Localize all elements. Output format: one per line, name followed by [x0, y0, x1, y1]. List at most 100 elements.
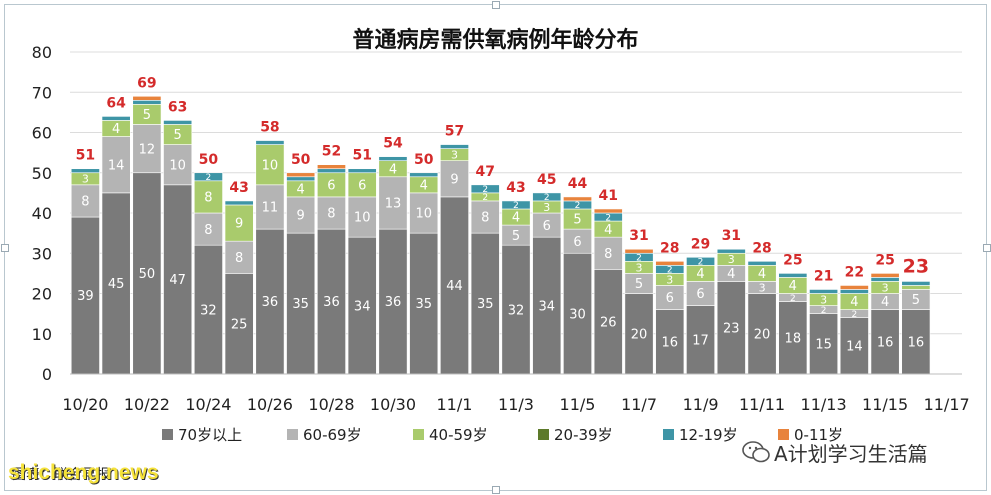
- legend-label: 70岁以上: [178, 426, 242, 444]
- data-label: 35: [292, 297, 309, 312]
- bar-segment: [163, 144, 193, 186]
- data-label: 5: [573, 213, 581, 228]
- total-label: 43: [229, 180, 248, 196]
- x-tick-label: 10/28: [308, 395, 354, 414]
- data-label: 47: [169, 273, 186, 288]
- bar-segment: [747, 293, 777, 375]
- bar-segment: [809, 313, 839, 375]
- bar-segment: [839, 289, 869, 294]
- total-label: 51: [76, 148, 95, 164]
- data-label: 10: [262, 158, 279, 173]
- data-label: 2: [790, 294, 796, 304]
- data-label: 2: [482, 185, 488, 195]
- bar-segment: [839, 317, 869, 375]
- bar-segment: [655, 309, 685, 375]
- chart-caption: 图表：联合早报: [12, 467, 110, 483]
- total-label: 45: [537, 172, 556, 188]
- data-label: 6: [573, 235, 581, 250]
- data-label: 3: [759, 281, 766, 294]
- data-label: 8: [604, 247, 612, 262]
- total-label: 28: [660, 240, 679, 256]
- site-watermark: shicheng.news: [8, 461, 159, 484]
- bar-segment: [716, 281, 746, 375]
- y-tick-label: 20: [32, 285, 52, 304]
- data-label: 26: [600, 315, 617, 330]
- y-tick-label: 30: [32, 244, 52, 263]
- bar-segment: [316, 172, 346, 198]
- bar-segment: [563, 196, 592, 202]
- bar-segment: [593, 208, 623, 214]
- legend-label: 12-19岁: [679, 426, 738, 444]
- data-label: 30: [569, 307, 586, 322]
- y-tick-label: 10: [32, 325, 52, 344]
- data-label: 34: [538, 299, 555, 314]
- bar-segment: [624, 248, 654, 254]
- data-label: 23: [723, 321, 740, 336]
- x-tick-label: 11/5: [560, 395, 596, 414]
- legend-swatch: [162, 429, 173, 440]
- total-label: 51: [352, 148, 371, 164]
- data-label: 35: [415, 297, 432, 312]
- x-tick-label: 10/26: [247, 395, 293, 414]
- data-label: 9: [450, 172, 458, 187]
- total-label: 21: [814, 268, 833, 284]
- data-label: 3: [543, 201, 550, 214]
- total-label: 63: [168, 99, 187, 115]
- data-label: 12: [139, 142, 156, 157]
- bar-segment: [593, 269, 623, 375]
- total-label: 31: [722, 228, 741, 244]
- total-label: 54: [383, 136, 403, 152]
- bar-segment: [224, 273, 254, 375]
- data-label: 4: [789, 279, 797, 294]
- bar-segment: [901, 285, 931, 290]
- bar-segment: [809, 289, 839, 294]
- bar-segment: [655, 285, 685, 310]
- y-tick-label: 80: [32, 43, 52, 62]
- data-label: 8: [327, 207, 335, 222]
- x-tick-label: 11/15: [862, 395, 908, 414]
- data-label: 16: [877, 335, 894, 350]
- resize-handle-top[interactable]: [492, 1, 500, 9]
- x-tick-label: 10/22: [124, 395, 170, 414]
- x-tick-label: 10/20: [62, 395, 108, 414]
- data-label: 5: [635, 277, 643, 292]
- bar-segment: [747, 260, 777, 266]
- y-tick-label: 50: [32, 164, 52, 183]
- total-label: 28: [752, 240, 771, 256]
- data-label: 8: [481, 211, 489, 226]
- legend-swatch: [538, 429, 549, 440]
- bar-segment: [716, 248, 746, 254]
- x-tick-label: 11/9: [683, 395, 719, 414]
- data-label: 2: [605, 213, 611, 223]
- total-label: 64: [106, 95, 126, 111]
- bar-segment: [316, 168, 346, 174]
- data-label: 9: [297, 209, 305, 224]
- bar-segment: [316, 196, 346, 230]
- data-label: 3: [882, 281, 889, 294]
- data-label: 4: [389, 162, 397, 177]
- data-label: 8: [204, 223, 212, 238]
- bar-segment: [286, 196, 316, 234]
- data-label: 36: [323, 295, 340, 310]
- bar-segment: [532, 236, 562, 375]
- bar-segment: [470, 184, 500, 194]
- data-label: 9: [235, 217, 243, 232]
- total-label: 22: [845, 264, 864, 280]
- bar-segment: [655, 260, 685, 266]
- resize-handle-left[interactable]: [1, 244, 9, 252]
- total-label: 43: [506, 180, 525, 196]
- total-label: 52: [322, 144, 341, 160]
- legend-swatch: [287, 429, 298, 440]
- data-label: 6: [543, 219, 551, 234]
- data-label: 2: [206, 173, 212, 183]
- data-label: 4: [112, 122, 120, 137]
- data-label: 13: [385, 197, 402, 212]
- bar-segment: [163, 120, 193, 125]
- resize-handle-bottom[interactable]: [492, 486, 500, 494]
- bar-segment: [286, 172, 316, 178]
- bar-segment: [316, 228, 346, 375]
- bar-segment: [224, 240, 254, 274]
- bar-segment: [839, 285, 869, 290]
- y-tick-label: 60: [32, 124, 52, 143]
- bar-segment: [347, 236, 377, 375]
